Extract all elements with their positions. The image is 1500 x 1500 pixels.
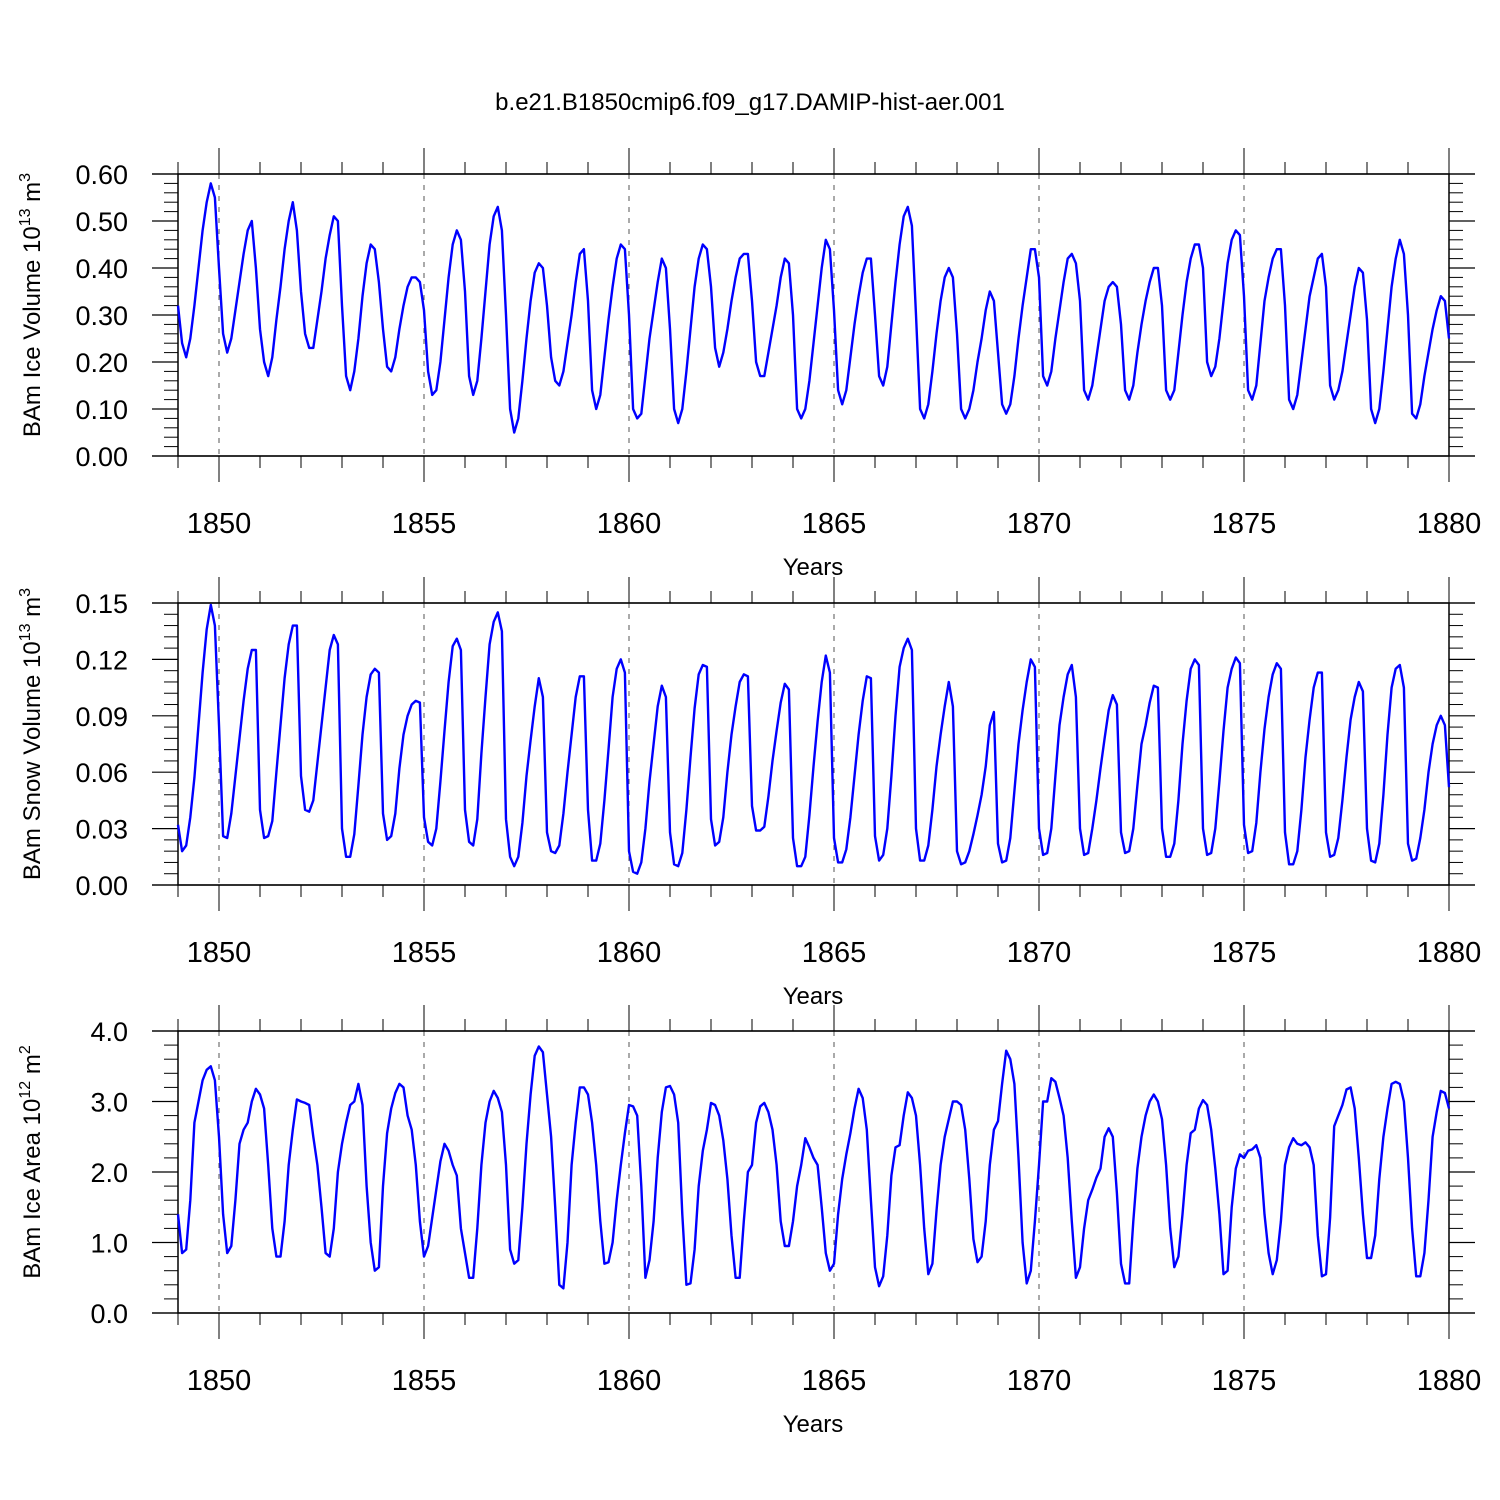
x-tick-label: 1860 bbox=[597, 508, 662, 540]
x-tick-label: 1880 bbox=[1417, 1365, 1482, 1397]
x-tick-label: 1865 bbox=[802, 1365, 867, 1397]
chart-panel-2: 0.00 0.03 0.06 0.09 0.12 0.15 1850 1855 1860 1865… bbox=[17, 577, 1481, 1010]
y-tick-label: 3.0 bbox=[90, 1088, 128, 1118]
y-tick-label: 0.12 bbox=[75, 645, 128, 675]
y-tick-label: 0.03 bbox=[75, 815, 128, 845]
x-tick-label: 1870 bbox=[1007, 1365, 1072, 1397]
y-tick-label: 0.06 bbox=[75, 758, 128, 788]
y-tick-label: 2.0 bbox=[90, 1158, 128, 1188]
x-tick-label: 1875 bbox=[1212, 937, 1277, 969]
series-line bbox=[176, 603, 1451, 875]
series-line bbox=[176, 1045, 1451, 1290]
y-tick-label: 4.0 bbox=[90, 1017, 128, 1047]
x-tick-label: 1850 bbox=[187, 937, 252, 969]
y-tick-label: 0.40 bbox=[75, 254, 128, 284]
y-tick-label: 0.60 bbox=[75, 160, 128, 190]
y-tick-label: 0.30 bbox=[75, 301, 128, 331]
y-tick-label: 0.00 bbox=[75, 871, 128, 901]
y-tick-label: 0.0 bbox=[90, 1299, 128, 1329]
x-axis-title: Years bbox=[783, 554, 844, 581]
series-line bbox=[176, 182, 1451, 434]
chart-panel-1: 0.00 0.10 0.20 0.30 0.40 0.50 0.60 1850 1855 1860… bbox=[17, 148, 1481, 581]
y-axis-title: BAm Ice Area 1012 m2 bbox=[17, 1045, 46, 1279]
y-tick-label: 0.15 bbox=[75, 589, 128, 619]
x-tick-label: 1870 bbox=[1007, 937, 1072, 969]
x-axis-title: Years bbox=[783, 983, 844, 1010]
y-tick-label: 0.00 bbox=[75, 442, 128, 472]
x-tick-label: 1850 bbox=[187, 1365, 252, 1397]
x-tick-label: 1865 bbox=[802, 937, 867, 969]
x-tick-label: 1850 bbox=[187, 508, 252, 540]
x-tick-label: 1865 bbox=[802, 508, 867, 540]
y-tick-label: 0.10 bbox=[75, 395, 128, 425]
y-tick-label: 0.50 bbox=[75, 207, 128, 237]
x-axis-title: Years bbox=[783, 1411, 844, 1438]
x-tick-label: 1880 bbox=[1417, 937, 1482, 969]
figure-title: b.e21.B1850cmip6.f09_g17.DAMIP-hist-aer.… bbox=[495, 89, 1005, 116]
y-tick-label: 0.09 bbox=[75, 702, 128, 732]
chart-panel-3: 0.0 1.0 2.0 3.0 4.0 1850 1855 1860 1865 1870 1875 1… bbox=[17, 1005, 1481, 1438]
panels: 0.00 0.10 0.20 0.30 0.40 0.50 0.60 1850 1855 1860… bbox=[17, 148, 1481, 1438]
y-tick-label: 1.0 bbox=[90, 1229, 128, 1259]
x-tick-label: 1880 bbox=[1417, 508, 1482, 540]
x-tick-label: 1870 bbox=[1007, 508, 1072, 540]
x-tick-label: 1855 bbox=[392, 1365, 457, 1397]
x-tick-label: 1875 bbox=[1212, 508, 1277, 540]
x-tick-label: 1860 bbox=[597, 1365, 662, 1397]
x-tick-label: 1855 bbox=[392, 508, 457, 540]
y-axis-title: BAm Ice Volume 1013 m3 bbox=[17, 173, 46, 437]
x-tick-label: 1855 bbox=[392, 937, 457, 969]
y-axis-title: BAm Snow Volume 1013 m3 bbox=[17, 588, 46, 880]
y-tick-label: 0.20 bbox=[75, 348, 128, 378]
x-tick-label: 1860 bbox=[597, 937, 662, 969]
x-tick-label: 1875 bbox=[1212, 1365, 1277, 1397]
